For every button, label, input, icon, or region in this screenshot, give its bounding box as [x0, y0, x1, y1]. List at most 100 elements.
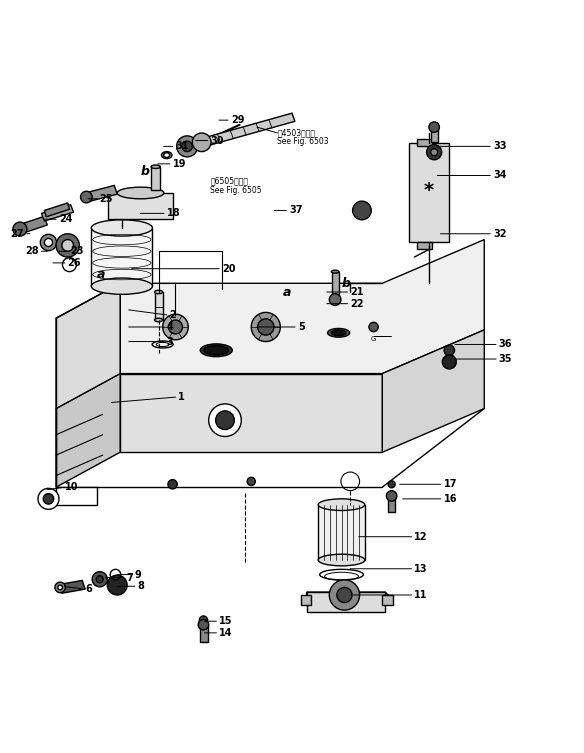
- Ellipse shape: [91, 278, 152, 294]
- Ellipse shape: [204, 346, 228, 355]
- Ellipse shape: [162, 151, 172, 159]
- Circle shape: [81, 191, 92, 203]
- Text: 29: 29: [231, 115, 244, 125]
- Ellipse shape: [331, 330, 346, 336]
- Circle shape: [43, 494, 54, 504]
- Circle shape: [329, 580, 360, 610]
- Ellipse shape: [318, 498, 365, 511]
- Circle shape: [329, 294, 341, 306]
- Text: 10: 10: [65, 482, 78, 492]
- Polygon shape: [56, 283, 120, 409]
- Bar: [301, 595, 311, 605]
- Bar: [332, 272, 339, 294]
- Circle shape: [169, 320, 182, 334]
- Polygon shape: [44, 203, 69, 217]
- Text: 32: 32: [493, 229, 506, 239]
- Text: 3: 3: [167, 337, 173, 346]
- Circle shape: [96, 576, 103, 583]
- Text: 13: 13: [415, 564, 428, 574]
- Text: 11: 11: [415, 590, 428, 600]
- Circle shape: [58, 585, 62, 590]
- Bar: [417, 139, 432, 146]
- Ellipse shape: [164, 153, 169, 157]
- Polygon shape: [109, 193, 172, 219]
- Text: 12: 12: [415, 532, 428, 541]
- Polygon shape: [120, 373, 383, 453]
- Circle shape: [199, 616, 207, 624]
- Text: 23: 23: [71, 246, 84, 256]
- Circle shape: [388, 480, 395, 488]
- Text: 图6505图参照: 图6505图参照: [210, 177, 248, 186]
- Bar: [417, 242, 432, 249]
- Circle shape: [430, 148, 437, 156]
- Ellipse shape: [331, 270, 339, 273]
- Text: 22: 22: [350, 299, 364, 309]
- Polygon shape: [318, 505, 365, 560]
- Text: 27: 27: [11, 229, 24, 239]
- Text: 37: 37: [289, 206, 303, 215]
- Text: 33: 33: [493, 142, 506, 151]
- Circle shape: [258, 319, 274, 335]
- Circle shape: [369, 322, 378, 331]
- Text: 30: 30: [210, 136, 224, 145]
- Text: 34: 34: [493, 170, 506, 181]
- Circle shape: [168, 480, 177, 489]
- Text: 28: 28: [25, 246, 39, 256]
- Bar: [388, 496, 395, 512]
- Polygon shape: [18, 216, 47, 233]
- Ellipse shape: [155, 290, 163, 294]
- Bar: [56, 487, 97, 505]
- Text: b: b: [141, 165, 150, 178]
- Text: 8: 8: [138, 581, 144, 591]
- Text: 1: 1: [178, 392, 185, 402]
- Circle shape: [40, 234, 57, 251]
- Bar: [430, 127, 437, 142]
- Circle shape: [192, 133, 211, 151]
- Text: 18: 18: [167, 209, 180, 218]
- Text: 24: 24: [59, 214, 72, 224]
- Polygon shape: [307, 592, 385, 612]
- Circle shape: [163, 314, 188, 340]
- Polygon shape: [59, 581, 85, 593]
- Ellipse shape: [91, 220, 152, 236]
- Circle shape: [13, 222, 27, 236]
- Circle shape: [247, 477, 255, 486]
- Text: 9: 9: [135, 569, 141, 580]
- Polygon shape: [409, 144, 449, 242]
- Circle shape: [176, 136, 197, 157]
- Polygon shape: [204, 113, 295, 146]
- Bar: [151, 166, 161, 190]
- Circle shape: [56, 233, 79, 257]
- Text: 4: 4: [167, 322, 173, 332]
- Text: 图4503图参照: 图4503图参照: [277, 129, 315, 138]
- Text: a: a: [283, 285, 291, 298]
- Text: 19: 19: [172, 159, 186, 169]
- Ellipse shape: [155, 319, 163, 322]
- Text: 25: 25: [100, 194, 113, 204]
- Circle shape: [198, 620, 208, 630]
- Polygon shape: [91, 228, 152, 286]
- Bar: [155, 292, 163, 320]
- Circle shape: [251, 312, 280, 342]
- Text: 36: 36: [499, 340, 512, 349]
- Bar: [383, 595, 393, 605]
- Ellipse shape: [328, 328, 350, 337]
- Text: b: b: [342, 277, 350, 290]
- Text: 6: 6: [85, 584, 92, 594]
- Text: 26: 26: [68, 258, 81, 268]
- Circle shape: [215, 411, 234, 429]
- Circle shape: [337, 587, 352, 602]
- Circle shape: [55, 582, 65, 593]
- Ellipse shape: [151, 165, 161, 169]
- Circle shape: [62, 239, 74, 252]
- Text: See Fig. 6505: See Fig. 6505: [210, 185, 262, 194]
- Text: 14: 14: [219, 628, 232, 638]
- Circle shape: [208, 404, 241, 437]
- Polygon shape: [41, 205, 74, 221]
- Text: *: *: [424, 181, 434, 200]
- Text: 20: 20: [222, 264, 235, 274]
- Ellipse shape: [318, 554, 365, 566]
- Polygon shape: [56, 373, 120, 487]
- Circle shape: [44, 239, 53, 246]
- Circle shape: [107, 575, 127, 595]
